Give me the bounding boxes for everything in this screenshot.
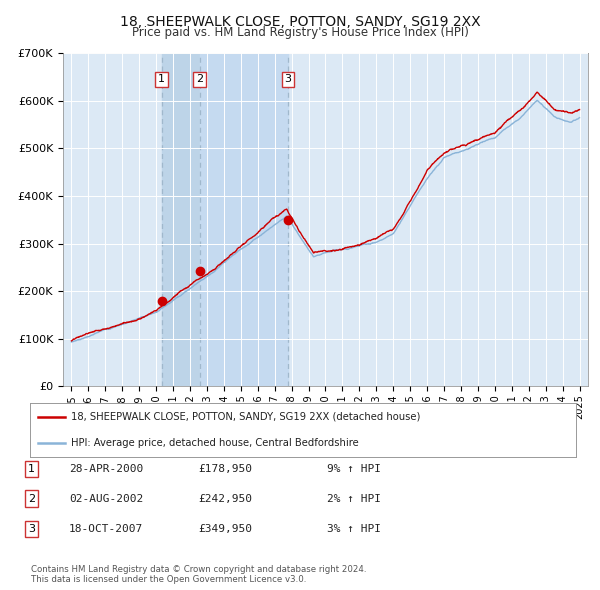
- Bar: [161, 53, 200, 386]
- Text: 28-APR-2000: 28-APR-2000: [69, 464, 143, 474]
- Text: Contains HM Land Registry data © Crown copyright and database right 2024.
This d: Contains HM Land Registry data © Crown c…: [31, 565, 367, 584]
- Text: 18, SHEEPWALK CLOSE, POTTON, SANDY, SG19 2XX: 18, SHEEPWALK CLOSE, POTTON, SANDY, SG19…: [119, 15, 481, 29]
- Text: 1: 1: [28, 464, 35, 474]
- Text: 9% ↑ HPI: 9% ↑ HPI: [327, 464, 381, 474]
- Text: 18, SHEEPWALK CLOSE, POTTON, SANDY, SG19 2XX (detached house): 18, SHEEPWALK CLOSE, POTTON, SANDY, SG19…: [71, 412, 421, 421]
- Text: 1: 1: [158, 74, 165, 84]
- Text: Price paid vs. HM Land Registry's House Price Index (HPI): Price paid vs. HM Land Registry's House …: [131, 26, 469, 39]
- Text: £178,950: £178,950: [198, 464, 252, 474]
- Text: 2: 2: [196, 74, 203, 84]
- Text: 2% ↑ HPI: 2% ↑ HPI: [327, 494, 381, 503]
- Text: 2: 2: [28, 494, 35, 503]
- Text: 3: 3: [28, 525, 35, 534]
- Text: HPI: Average price, detached house, Central Bedfordshire: HPI: Average price, detached house, Cent…: [71, 438, 359, 448]
- Text: £349,950: £349,950: [198, 525, 252, 534]
- Bar: [200, 53, 288, 386]
- Text: 18-OCT-2007: 18-OCT-2007: [69, 525, 143, 534]
- Text: 3: 3: [284, 74, 292, 84]
- Text: £242,950: £242,950: [198, 494, 252, 503]
- Text: 3% ↑ HPI: 3% ↑ HPI: [327, 525, 381, 534]
- Text: 02-AUG-2002: 02-AUG-2002: [69, 494, 143, 503]
